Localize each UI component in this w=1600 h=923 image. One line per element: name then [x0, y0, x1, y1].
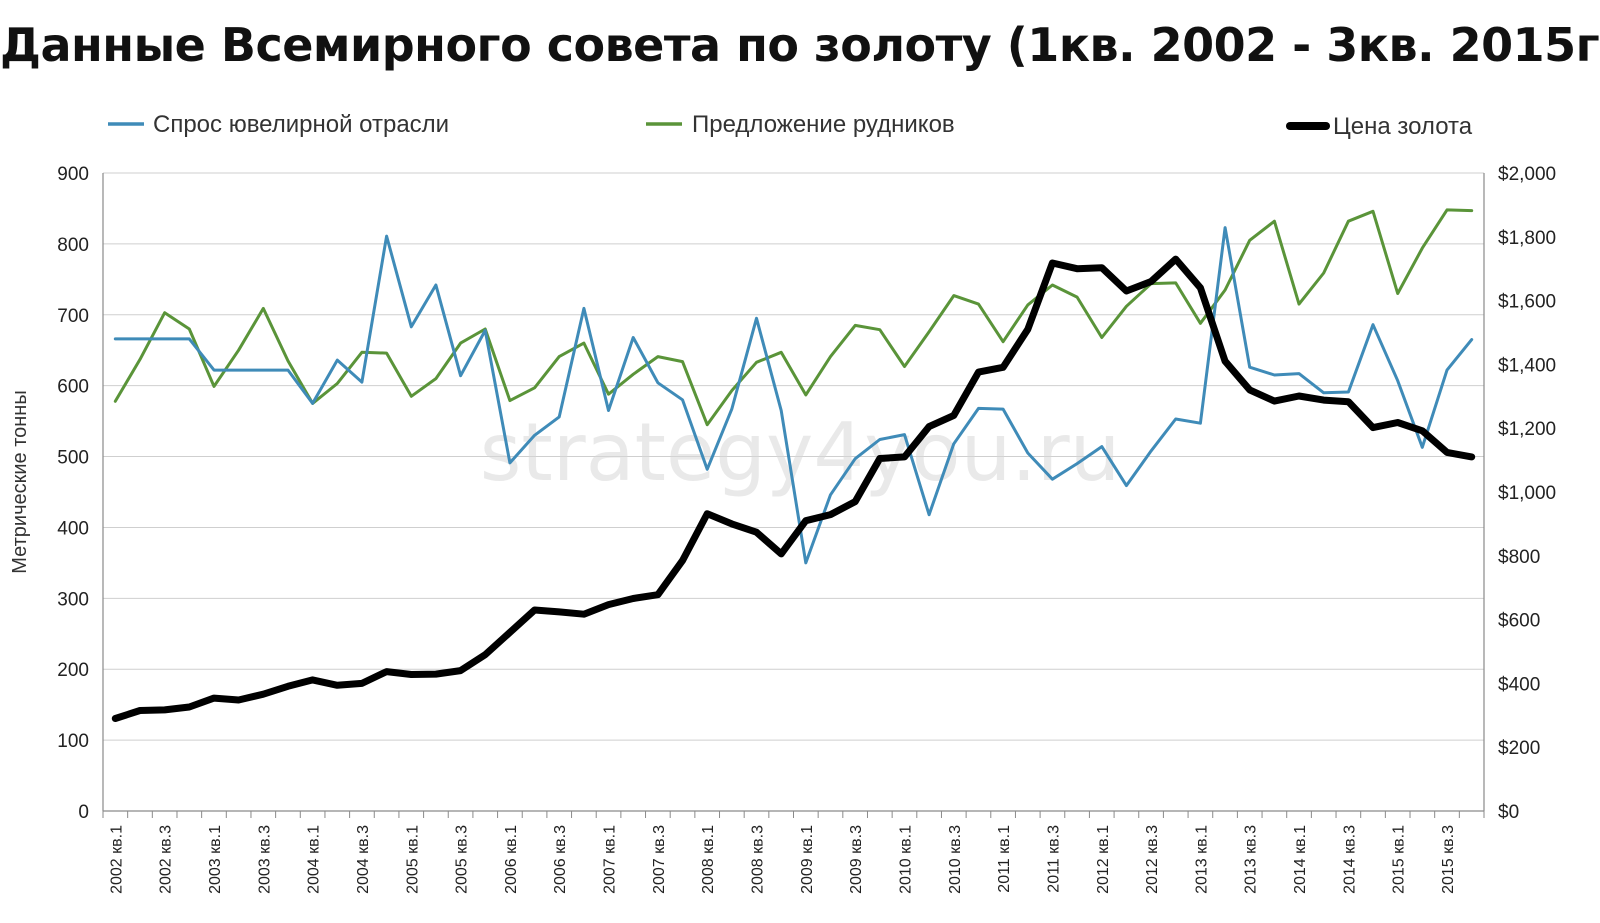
- x-tick-label: 2009 кв.3: [848, 825, 865, 894]
- right-tick-label: $1,800: [1498, 228, 1556, 249]
- x-tick-label: 2010 кв.3: [947, 825, 964, 894]
- legend: Спрос ювелирной отрасли Предложение рудн…: [108, 111, 1473, 140]
- x-tick-label: 2011 кв.3: [1045, 825, 1062, 893]
- right-tick-label: $0: [1498, 802, 1519, 823]
- x-tick-label: 2007 кв.1: [602, 825, 619, 894]
- chart-title: Данные Всемирного совета по золоту (1кв.…: [0, 18, 1600, 72]
- x-tick-label: 2008 кв.3: [750, 825, 767, 894]
- x-tick-label: 2015 кв.3: [1440, 825, 1457, 894]
- left-tick-label: 500: [57, 448, 89, 469]
- x-tick-label: 2007 кв.3: [651, 825, 668, 894]
- x-tick-label: 2002 кв.3: [158, 825, 175, 894]
- right-tick-label: $2,000: [1498, 164, 1556, 185]
- legend-label-mine: Предложение рудников: [692, 111, 955, 138]
- left-tick-label: 200: [57, 660, 89, 681]
- left-tick-label: 300: [57, 589, 89, 610]
- right-tick-label: $200: [1498, 738, 1540, 759]
- x-tick-label: 2003 кв.3: [256, 825, 273, 894]
- x-tick-label: 2006 кв.1: [503, 825, 520, 894]
- right-tick-label: $400: [1498, 674, 1540, 695]
- right-tick-label: $1,400: [1498, 355, 1556, 376]
- right-tick-label: $800: [1498, 547, 1540, 568]
- x-tick-label: 2008 кв.1: [700, 825, 717, 894]
- left-tick-label: 0: [78, 802, 89, 823]
- left-axis-label: Метрические тонны: [9, 390, 31, 573]
- left-tick-label: 600: [57, 377, 89, 398]
- series-line-jewelry: [113, 226, 1474, 565]
- x-tick-label: 2015 кв.1: [1391, 825, 1408, 894]
- x-tick-label: 2013 кв.3: [1243, 825, 1260, 894]
- right-tick-label: $1,200: [1498, 419, 1556, 440]
- x-tick-label: 2003 кв.1: [207, 825, 224, 894]
- right-tick-label: $600: [1498, 611, 1540, 632]
- x-tick-label: 2004 кв.1: [306, 825, 323, 894]
- x-tick-label: 2005 кв.1: [404, 825, 421, 894]
- x-tick-label: 2009 кв.1: [799, 825, 816, 894]
- left-tick-label: 700: [57, 306, 89, 327]
- watermark: strategy4you.ru: [480, 406, 1121, 499]
- x-tick-label: 2014 кв.3: [1341, 825, 1358, 894]
- right-axis-ticks: $0 $200 $400 $600 $800 $1,000 $1,200 $1,400 $1,6…: [1498, 164, 1556, 823]
- x-tick-label: 2004 кв.3: [355, 825, 372, 894]
- legend-label-price: Цена золота: [1333, 113, 1473, 140]
- x-tick-label: 2010 кв.1: [897, 825, 914, 894]
- series-lines: [111, 208, 1476, 722]
- legend-label-jewelry: Спрос ювелирной отрасли: [153, 111, 449, 138]
- series-line-price: [111, 255, 1476, 722]
- left-tick-label: 900: [57, 164, 89, 185]
- left-tick-label: 400: [57, 518, 89, 539]
- series-line-mine: [113, 208, 1474, 427]
- left-tick-label: 100: [57, 731, 89, 752]
- x-tick-label: 2006 кв.3: [552, 825, 569, 894]
- x-tick-label: 2002 кв.1: [108, 825, 125, 894]
- x-tick-label: 2012 кв.1: [1095, 825, 1112, 894]
- axes: [102, 173, 1485, 818]
- left-tick-label: 800: [57, 235, 89, 256]
- left-axis-ticks: 0 100 200 300 400 500 600 700 800 900: [57, 164, 89, 823]
- right-tick-label: $1,000: [1498, 483, 1556, 504]
- x-tick-label: 2014 кв.1: [1292, 825, 1309, 894]
- grid-lines: [103, 172, 1484, 741]
- x-tick-label: 2012 кв.3: [1144, 825, 1161, 894]
- x-tick-label: 2005 кв.3: [454, 825, 471, 894]
- x-tick-label: 2013 кв.1: [1193, 825, 1210, 894]
- x-tick-label: 2011 кв.1: [996, 825, 1013, 893]
- right-tick-label: $1,600: [1498, 292, 1556, 313]
- x-axis-ticks: 2002 кв.1 2002 кв.3 2003 кв.1 2003 кв.3 2004…: [108, 825, 1457, 894]
